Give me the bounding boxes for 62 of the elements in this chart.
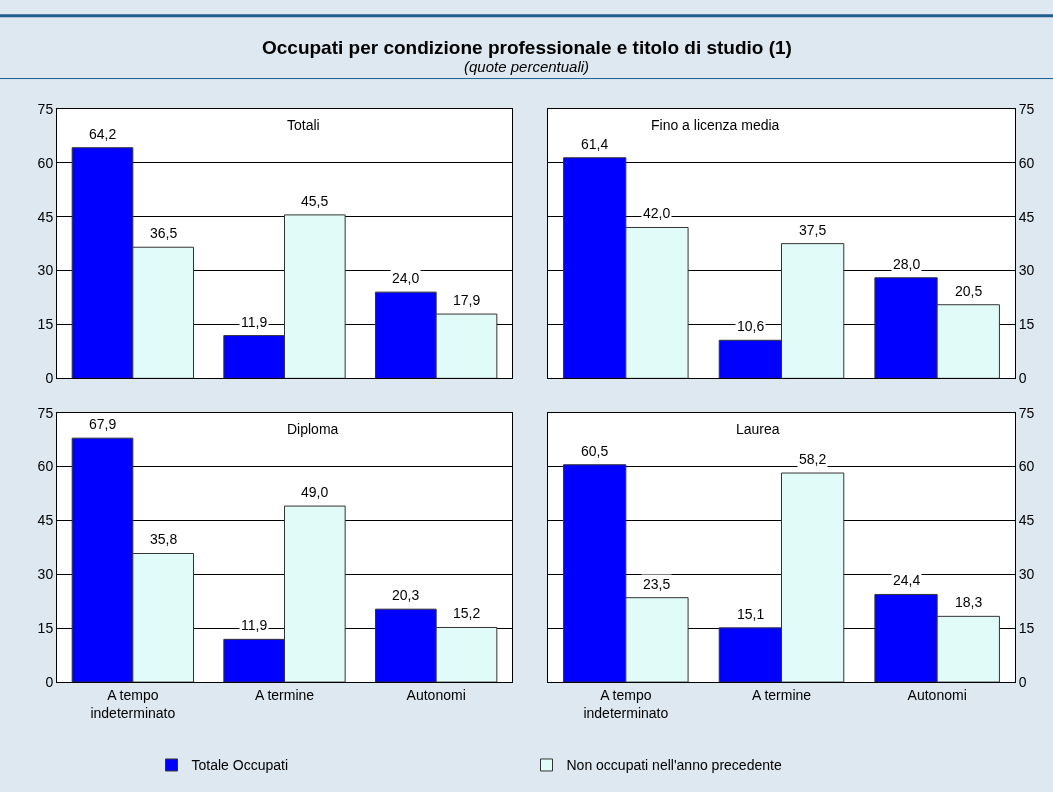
text: Laurea [736,421,780,437]
data-label: 60,5 [581,443,609,459]
y-tick-label: 60 [37,458,54,475]
x-tick-label: A tempo indeterminato [583,686,669,722]
data-label: 61,4 [581,136,609,152]
y-tick-label: 0 [45,370,54,387]
y-tick-label: 75 [37,100,54,117]
data-label: 49,0 [301,484,329,500]
data-label: 11,9 [241,617,268,633]
data-label: 15,2 [453,605,481,621]
legend-label: Totale Occupati [191,757,288,774]
data-label: 11,9 [241,314,268,330]
y-tick-label: 60 [1018,458,1035,475]
data-label: 64,2 [89,126,117,142]
legend-label: Non occupati nell'anno precedente [566,757,782,774]
text: Occupati per condizione professionale e titolo di studio (1) [262,37,792,58]
text: Fino a licenza media [651,117,780,133]
y-tick-label: 75 [37,404,54,421]
data-label: 58,2 [799,451,827,467]
data-label: 15,1 [737,606,765,622]
data-label: 35,8 [150,531,178,547]
text: (quote percentuali) [464,58,590,75]
y-tick-label: 15 [37,316,54,333]
data-label: 67,9 [89,416,117,432]
x-tick-label: A termine [751,686,812,703]
data-label: 20,3 [392,587,420,603]
y-tick-label: 0 [1018,674,1027,690]
y-tick-label: 60 [37,154,54,171]
data-label: 45,5 [301,193,329,209]
y-tick-label: 15 [1018,316,1035,333]
y-tick-label: 45 [1018,512,1035,529]
x-tick-label: Autonomi [907,686,967,703]
y-tick-label: 45 [37,512,54,529]
text: Totali [287,117,320,133]
data-label: 36,5 [150,225,178,241]
text: Diploma [287,421,339,437]
x-tick-label: A tempo indeterminato [90,686,176,722]
y-tick-label: 60 [1018,154,1035,171]
y-tick-label: 75 [1018,100,1035,117]
x-tick-label: Autonomi [406,686,466,703]
data-label: 10,6 [737,318,765,334]
data-label: 20,5 [955,283,983,299]
y-tick-label: 30 [37,566,54,583]
x-tick-label: A termine [254,686,315,703]
y-tick-label: 15 [1018,620,1035,637]
y-tick-label: 15 [37,620,54,637]
y-tick-label: 30 [1018,566,1035,583]
y-tick-label: 30 [37,262,54,279]
y-tick-label: 30 [1018,262,1035,279]
y-tick-label: 45 [37,208,54,225]
data-label: 23,5 [643,576,671,592]
data-label: 17,9 [453,292,481,308]
data-label: 24,4 [893,572,921,588]
data-label: 37,5 [799,222,827,238]
y-tick-label: 45 [1018,208,1035,225]
data-label: 24,0 [392,270,420,286]
data-label: 42,0 [643,205,671,221]
y-tick-label: 0 [45,674,54,690]
y-tick-label: 0 [1018,370,1027,387]
y-tick-label: 75 [1018,404,1035,421]
data-label: 28,0 [893,256,921,272]
data-label: 18,3 [955,594,983,610]
